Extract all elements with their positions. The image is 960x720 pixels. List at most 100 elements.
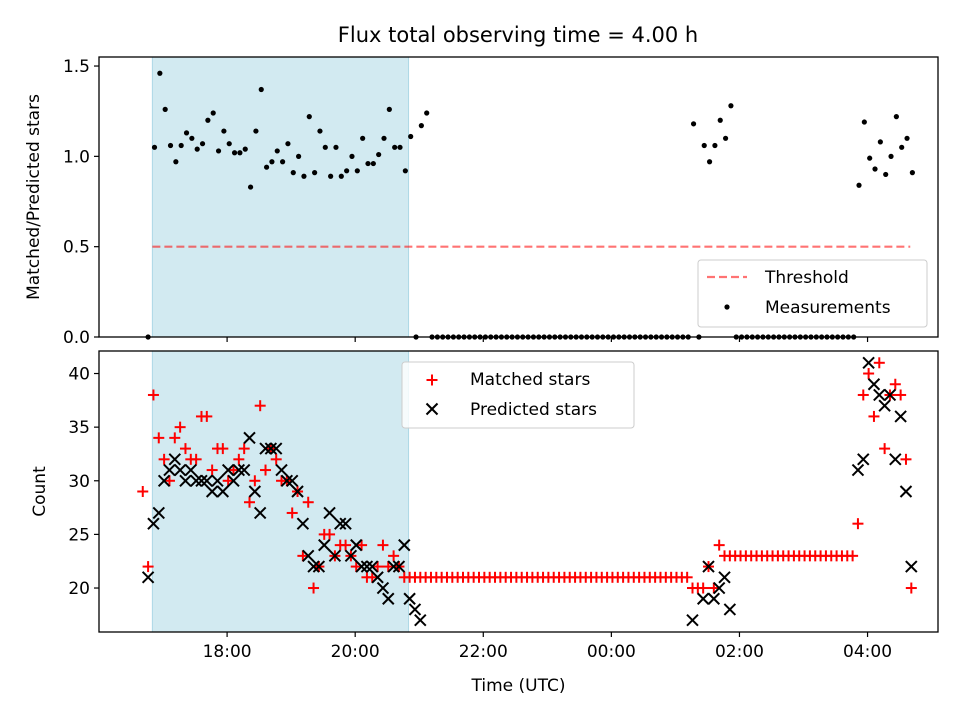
cross-stroke-b — [686, 613, 699, 627]
count-x-tick-label: 02:00 — [715, 642, 764, 662]
predicted-star-marker — [216, 485, 230, 498]
legend-predicted-marker — [425, 402, 439, 416]
predicted-star-marker — [296, 517, 310, 530]
predicted-star-marker — [723, 603, 737, 616]
count-x-ticks: 18:00 20:00 22:00 00:00 02:00 04:00 — [203, 632, 892, 662]
matched-star-marker — [708, 582, 720, 594]
matched-star-marker — [889, 378, 901, 390]
count-y-tick-label: 20 — [68, 579, 90, 599]
predicted-star-marker — [408, 603, 422, 616]
predicted-star-marker — [696, 592, 710, 605]
cross-stroke-b — [307, 560, 320, 573]
matched-star-marker — [900, 453, 912, 465]
measurement-point — [210, 110, 216, 116]
cross-stroke-b — [899, 485, 913, 498]
measurement-point — [338, 173, 344, 179]
predicted-star-marker — [323, 506, 336, 520]
cross-stroke-b — [350, 538, 363, 552]
cross-stroke-b — [712, 581, 726, 595]
measurement-point — [231, 150, 238, 156]
predicted-star-marker — [237, 463, 251, 477]
cross-stroke-b — [344, 549, 358, 563]
matched-star-marker — [340, 539, 352, 551]
cross-stroke-b — [163, 463, 176, 477]
cross-stroke-b — [280, 474, 294, 487]
predicted-star-marker — [376, 581, 390, 595]
cross-stroke-b — [392, 560, 406, 573]
predicted-star-marker — [905, 560, 918, 573]
predicted-star-marker — [291, 485, 304, 498]
matched-star-marker — [852, 518, 864, 530]
predicted-star-marker — [184, 463, 198, 477]
matched-star-marker — [233, 453, 245, 465]
cross-stroke-b — [227, 474, 240, 487]
predicted-star-marker — [889, 453, 902, 466]
count-x-tick-label: 22:00 — [459, 642, 508, 662]
matched-star-marker — [879, 443, 891, 455]
measurement-point — [151, 144, 158, 150]
predicted-stars-points — [141, 356, 918, 627]
cross-stroke-b — [366, 560, 379, 573]
measurement-point — [205, 117, 211, 123]
count-panel: 20 25 30 35 40 18:00 20:00 22:00 00:00 02:00 04:0… — [30, 350, 939, 696]
predicted-star-marker — [382, 592, 395, 605]
predicted-star-marker — [883, 388, 897, 402]
predicted-star-marker — [157, 474, 171, 487]
predicted-star-marker — [312, 560, 326, 573]
cross-stroke-b — [425, 402, 439, 416]
measurement-point — [306, 114, 312, 120]
measurement-point — [221, 128, 227, 134]
cross-stroke-b — [285, 474, 299, 487]
cross-stroke-b — [179, 474, 192, 487]
cross-stroke-b — [723, 603, 737, 616]
matched-star-marker — [227, 464, 239, 476]
matched-star-marker — [179, 443, 191, 455]
measurement-point — [354, 168, 360, 174]
count-y-axis-label: Count — [30, 466, 50, 517]
predicted-star-marker — [712, 581, 726, 595]
matched-star-marker — [895, 389, 907, 401]
predicted-star-marker — [339, 517, 352, 530]
legend-predicted-cross — [425, 402, 439, 416]
matched-star-marker — [713, 539, 725, 551]
legend-matched-label: Matched stars — [470, 370, 590, 390]
legend-predicted-label: Predicted stars — [470, 400, 597, 420]
matched-star-marker — [857, 389, 869, 401]
matched-star-marker — [238, 443, 250, 455]
measurement-point — [167, 142, 174, 149]
matched-star-marker — [356, 539, 368, 551]
measurement-point — [402, 168, 408, 174]
matched-star-marker — [174, 421, 186, 433]
cross-stroke-b — [339, 517, 352, 530]
measurement-point — [904, 135, 910, 141]
count-x-tick-label: 20:00 — [331, 642, 380, 662]
matched-star-marker — [905, 582, 917, 594]
measurement-point — [717, 117, 723, 123]
measurement-point — [360, 135, 366, 141]
predicted-star-marker — [168, 453, 181, 466]
predicted-star-marker — [899, 485, 913, 498]
cross-stroke-b — [275, 463, 288, 477]
matched-star-marker — [286, 507, 298, 519]
measurement-point — [263, 164, 270, 170]
predicted-star-marker — [707, 592, 721, 605]
predicted-star-marker — [873, 388, 886, 402]
measurement-point — [237, 150, 243, 156]
predicted-star-marker — [264, 442, 278, 455]
cross-stroke-b — [414, 613, 427, 627]
predicted-star-marker — [275, 463, 288, 477]
cross-stroke-b — [253, 506, 267, 520]
cross-stroke-b — [371, 571, 384, 584]
cross-stroke-b — [269, 442, 283, 455]
matched-star-marker — [372, 561, 384, 573]
predicted-star-marker — [867, 378, 881, 391]
predicted-star-marker — [285, 474, 299, 487]
predicted-star-marker — [253, 506, 267, 520]
measurement-point — [349, 153, 355, 159]
predicted-star-marker — [211, 474, 224, 487]
matched-star-marker — [163, 475, 175, 487]
count-legend: Matched stars Predicted stars — [401, 361, 635, 429]
measurement-point — [328, 173, 334, 179]
matched-star-marker — [377, 539, 389, 551]
predicted-star-marker — [318, 538, 331, 552]
